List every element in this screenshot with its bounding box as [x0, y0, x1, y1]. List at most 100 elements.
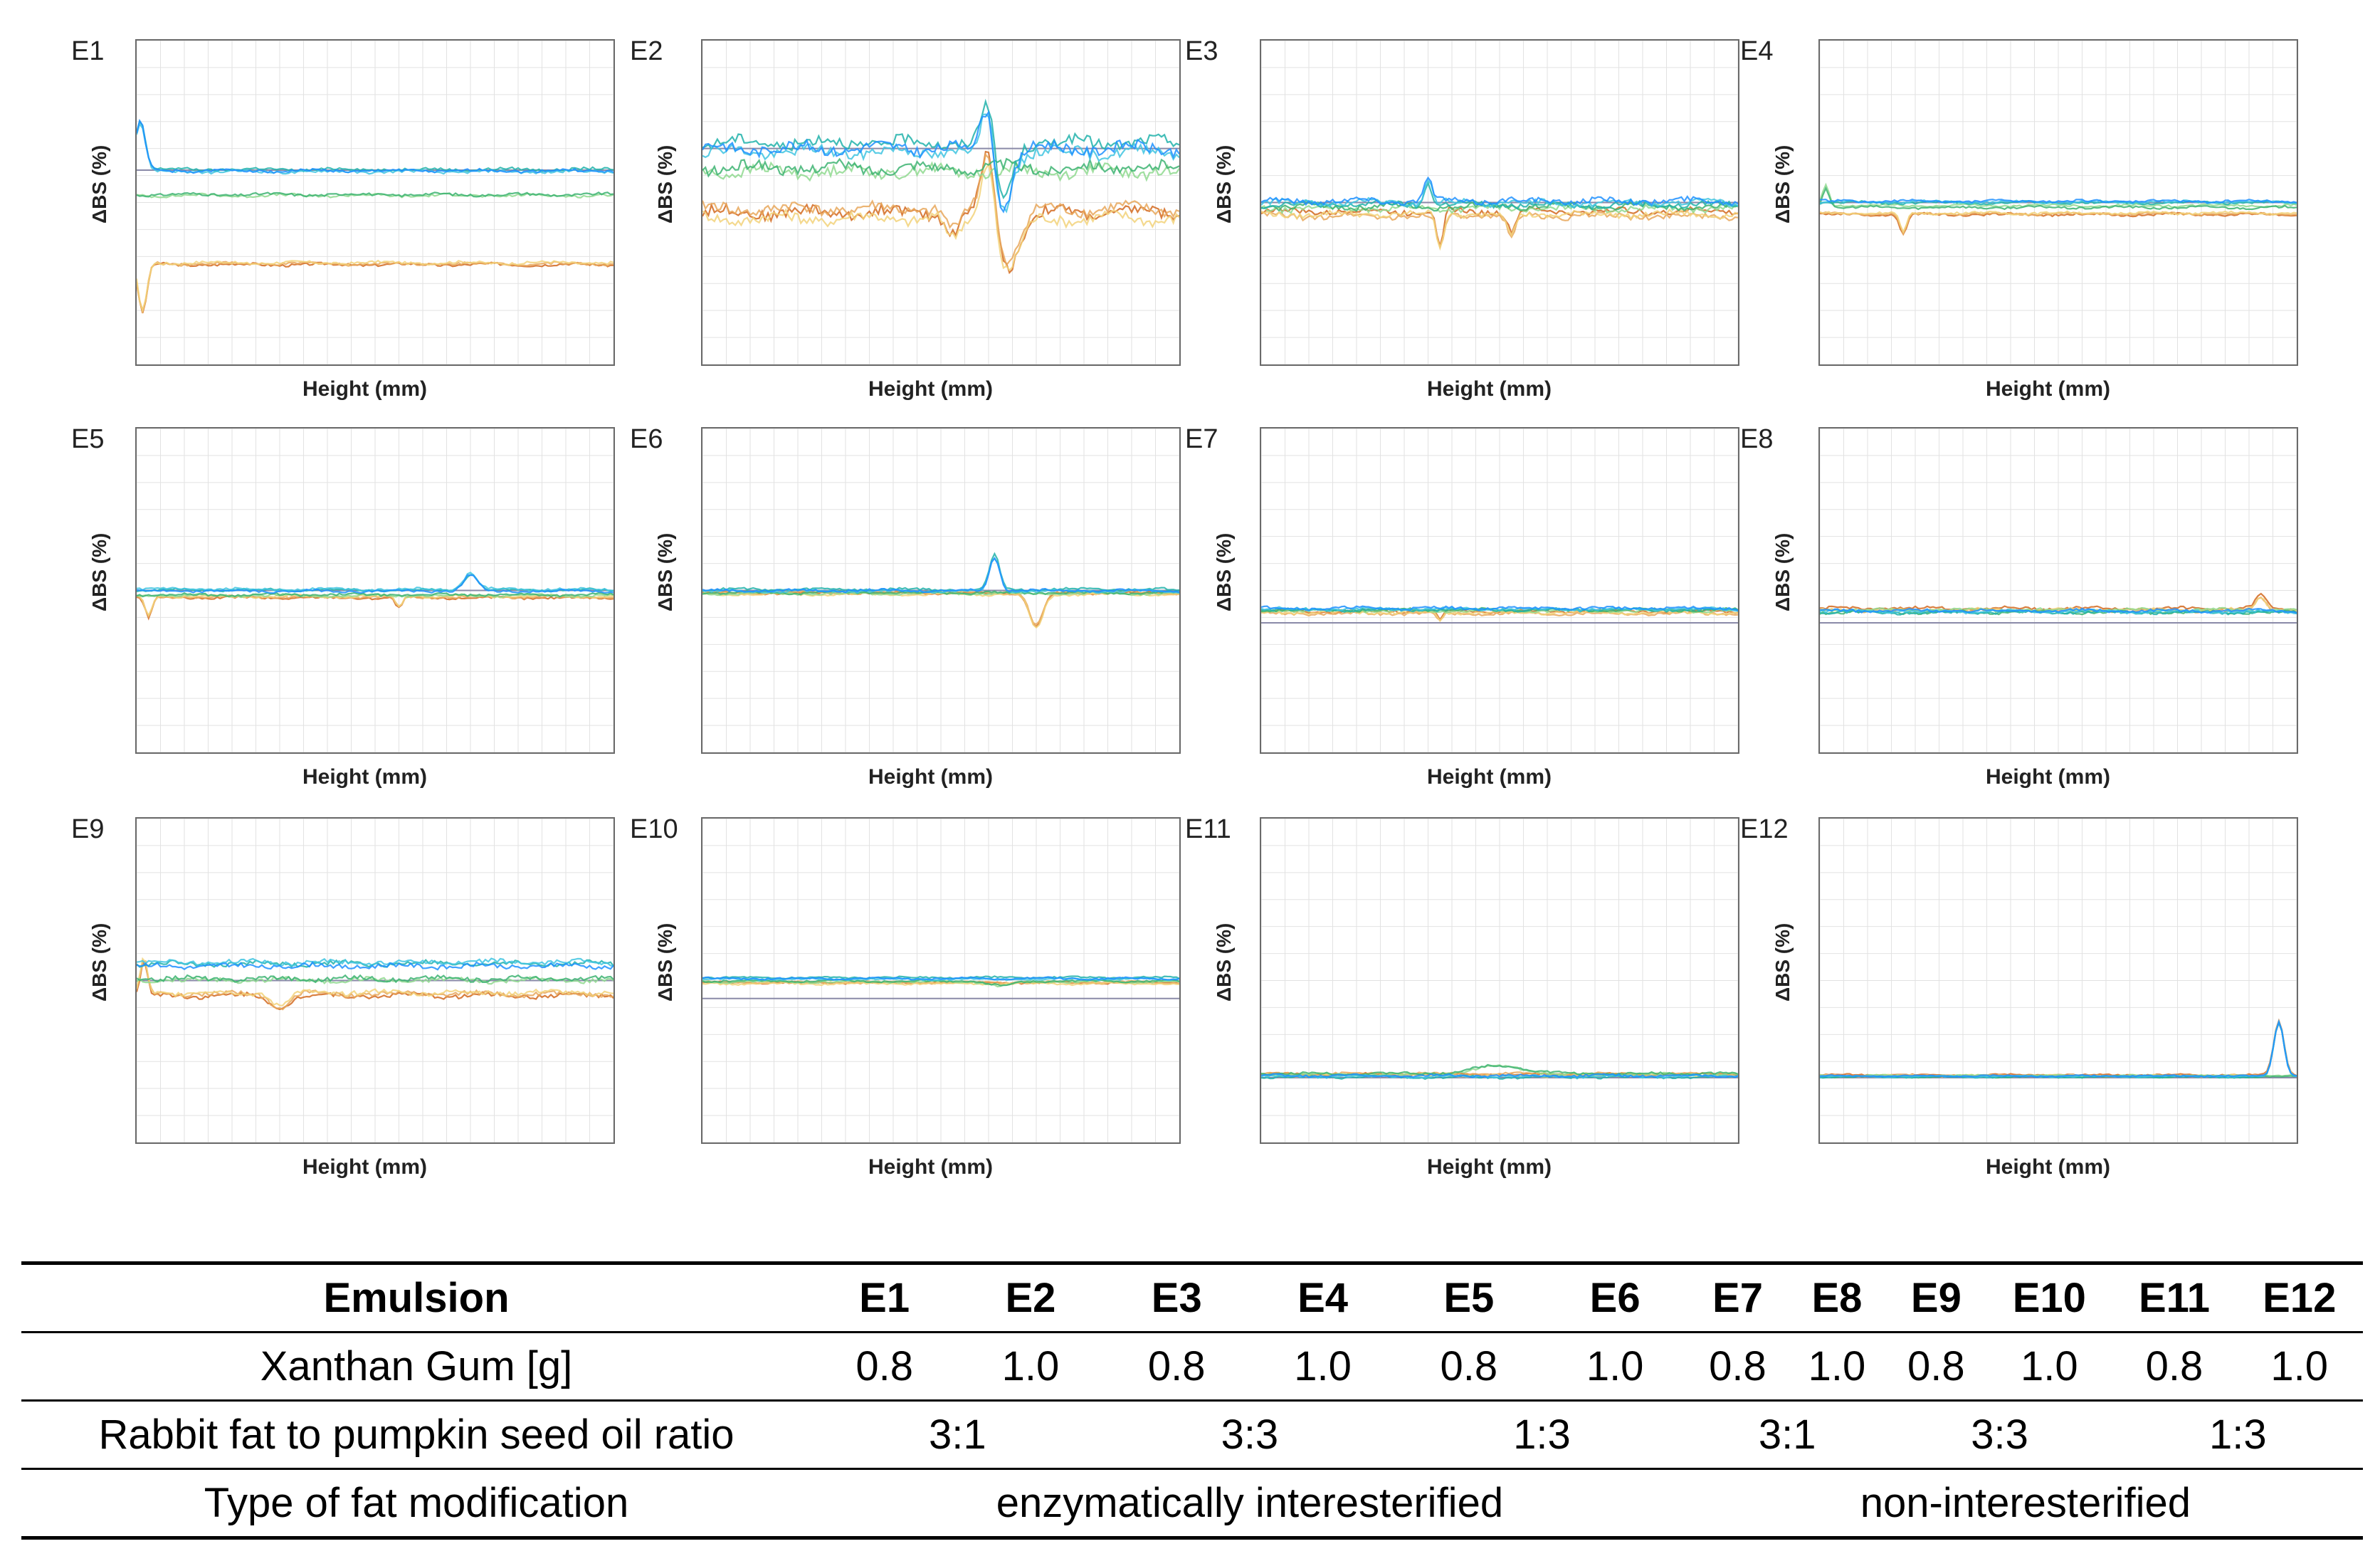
series-line [137, 191, 614, 198]
ratio-cell: 3:3 [1221, 1412, 1279, 1458]
series-line [1261, 1073, 1738, 1078]
y-axis-label: ΔBS (%) [1213, 532, 1235, 611]
x-axis-label: Height (mm) [868, 1155, 993, 1179]
plot-area [135, 817, 615, 1144]
xanthan-row: Xanthan Gum [g] 0.8 1.0 0.8 1.0 0.8 1.0 … [21, 1332, 2363, 1401]
xanthan-label: Xanthan Gum [g] [260, 1343, 573, 1389]
plot-svg [1820, 429, 2297, 752]
plot-svg [137, 41, 614, 364]
table-header-row: Emulsion E1 E2 E3 E4 E5 E6 E7 E8 E9 E10 … [21, 1263, 2363, 1333]
series-line [1261, 208, 1738, 251]
emulsion-header-cell: E8 [1811, 1275, 1863, 1321]
x-axis-label: Height (mm) [868, 377, 993, 401]
series-line [1820, 210, 2297, 234]
ratio-cell: 3:1 [1758, 1412, 1816, 1458]
emulsion-header-cell: E2 [1005, 1275, 1056, 1321]
series-line [702, 557, 1179, 594]
x-axis-label: Height (mm) [1427, 765, 1552, 789]
plot-svg [702, 819, 1179, 1142]
ratio-label: Rabbit fat to pumpkin seed oil ratio [98, 1412, 734, 1458]
plot-area [135, 427, 615, 754]
series-line [702, 110, 1179, 214]
series-line [702, 150, 1179, 275]
panel-label: E6 [630, 424, 663, 454]
emulsion-header-cell: E5 [1443, 1275, 1495, 1321]
series-line [1261, 202, 1738, 215]
x-axis-label: Height (mm) [1986, 765, 2110, 789]
emulsion-header-cell: E6 [1589, 1275, 1641, 1321]
x-axis-label: Height (mm) [302, 765, 427, 789]
y-axis-label: ΔBS (%) [654, 532, 676, 611]
x-axis-label: Height (mm) [1427, 377, 1552, 401]
series-line [1261, 210, 1738, 250]
panel-label: E1 [71, 36, 105, 66]
panel-label: E9 [71, 814, 105, 844]
series-line [137, 574, 614, 594]
series-line [1261, 179, 1738, 209]
series-line [1820, 182, 2297, 209]
series-line [137, 592, 614, 598]
series-line [1820, 199, 2297, 205]
y-axis-label: ΔBS (%) [654, 144, 676, 224]
ratio-cell: 3:1 [928, 1412, 986, 1458]
series-line [1261, 180, 1738, 211]
series-line [137, 957, 614, 1006]
emulsion-composition-table: Emulsion E1 E2 E3 E4 E5 E6 E7 E8 E9 E10 … [21, 1261, 2363, 1540]
stability-chart-grid: E1 ΔBS (%) Height (mm) E2 ΔBS (%) Height (mm)… [71, 36, 2298, 1179]
xanthan-cell: 1.0 [2021, 1343, 2078, 1389]
plot-svg [1820, 819, 2297, 1142]
series-line [702, 152, 1179, 267]
panel-label: E4 [1740, 36, 1774, 66]
x-axis-label: Height (mm) [302, 1155, 427, 1179]
emulsion-header-cell: E9 [1910, 1275, 1962, 1321]
modification-cell: non-interesterified [1860, 1480, 2191, 1526]
ratio-cell: 1:3 [2208, 1412, 2267, 1458]
series-line [137, 261, 614, 314]
plot-area [135, 39, 615, 366]
y-axis-label: ΔBS (%) [1771, 532, 1794, 611]
series-line [137, 259, 614, 315]
series-line [702, 981, 1179, 987]
series-line [1820, 186, 2297, 211]
x-axis-label: Height (mm) [302, 377, 427, 401]
x-axis-label: Height (mm) [1986, 1155, 2110, 1179]
plot-svg [1261, 819, 1738, 1142]
xanthan-cell: 1.0 [2270, 1343, 2329, 1389]
x-axis-label: Height (mm) [868, 765, 993, 789]
series-line [702, 557, 1179, 594]
plot-svg [702, 429, 1179, 752]
series-line [137, 976, 614, 985]
panel-label: E12 [1740, 814, 1789, 844]
series-line [702, 976, 1179, 982]
emulsion-header-cell: E4 [1297, 1275, 1349, 1321]
ratio-cell: 1:3 [1513, 1412, 1571, 1458]
series-line [702, 161, 1179, 182]
y-axis-label: ΔBS (%) [1213, 923, 1235, 1002]
series-line [1261, 606, 1738, 613]
plot-area [1260, 39, 1739, 366]
xanthan-cell: 1.0 [1808, 1343, 1866, 1389]
series-line [137, 595, 614, 621]
emulsion-header-cell: E11 [2139, 1275, 2210, 1321]
series-line [702, 162, 1179, 272]
series-line [1261, 176, 1738, 206]
panel-label: E10 [630, 814, 678, 844]
series-line [1261, 610, 1738, 621]
emulsion-header-label: Emulsion [323, 1275, 510, 1321]
plot-area [1818, 39, 2298, 366]
x-axis-label: Height (mm) [1986, 377, 2110, 401]
ratio-cell: 3:3 [1971, 1412, 2028, 1458]
panel-label: E7 [1185, 424, 1218, 454]
emulsion-header-cell: E3 [1151, 1275, 1202, 1321]
modification-cell: enzymatically interesterified [996, 1480, 1504, 1526]
series-line [137, 957, 614, 967]
x-axis-label: Height (mm) [1427, 1155, 1552, 1179]
xanthan-cell: 1.0 [1294, 1343, 1352, 1389]
plot-svg [702, 41, 1179, 364]
modification-row: Type of fat modification enzymatically i… [21, 1468, 2363, 1538]
emulsion-header-cell: E1 [859, 1275, 910, 1321]
series-line [1261, 605, 1738, 611]
plot-svg [137, 819, 614, 1142]
xanthan-cell: 0.8 [1709, 1343, 1766, 1389]
y-axis-label: ΔBS (%) [1771, 144, 1794, 224]
